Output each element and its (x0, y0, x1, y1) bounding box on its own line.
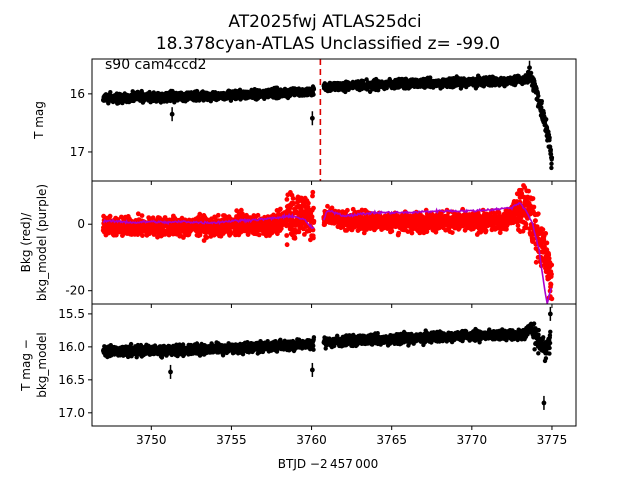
data-point (361, 230, 367, 236)
data-point (228, 231, 234, 237)
data-point (284, 242, 290, 248)
data-point (311, 92, 316, 97)
data-point (309, 214, 315, 220)
data-point (530, 196, 536, 201)
data-point (543, 231, 549, 236)
data-point (544, 117, 549, 122)
series-markers (101, 60, 555, 171)
Bkg-markers (100, 183, 555, 302)
data-point (291, 201, 296, 207)
data-point (278, 226, 284, 231)
data-point (255, 212, 261, 218)
data-point (325, 203, 330, 209)
data-point (215, 212, 221, 218)
data-point (409, 230, 415, 236)
data-point (549, 155, 555, 160)
figure-title-line2: 18.378cyan-ATLAS Unclassified z= -99.0 (156, 34, 500, 54)
data-point (343, 89, 348, 95)
outlier-point (169, 111, 175, 117)
data-point (284, 197, 290, 202)
data-point (197, 232, 203, 238)
data-point (533, 259, 539, 265)
y-tick-label: 16 (70, 87, 85, 101)
data-point (396, 230, 402, 236)
data-point (303, 224, 309, 230)
data-point (544, 240, 550, 246)
data-point (433, 229, 439, 235)
data-point (311, 87, 317, 92)
data-point (292, 235, 298, 241)
data-point (245, 232, 251, 238)
data-point (204, 235, 210, 241)
data-point (546, 256, 552, 261)
data-point (278, 206, 283, 212)
data-point (290, 196, 296, 201)
data-point (496, 210, 502, 216)
data-point (523, 225, 529, 231)
figure-title-line1: AT2025fwj ATLAS25dci (228, 12, 421, 32)
data-point (306, 200, 311, 206)
data-point (483, 228, 489, 234)
outlier-point (309, 115, 315, 121)
data-point (539, 99, 544, 104)
data-point (535, 211, 541, 217)
data-point (523, 221, 529, 227)
data-point (548, 152, 554, 157)
plot-area (100, 183, 555, 304)
data-point (540, 227, 546, 233)
data-point (108, 90, 113, 95)
data-point (296, 229, 302, 235)
data-point (107, 213, 113, 219)
data-point (311, 218, 317, 224)
data-point (113, 232, 119, 238)
data-point (449, 230, 455, 236)
data-point (549, 161, 554, 166)
data-point (139, 213, 145, 219)
data-point (256, 232, 262, 238)
data-point (240, 211, 245, 217)
data-point (547, 135, 552, 140)
data-point (140, 233, 145, 239)
data-point (526, 188, 531, 194)
data-point (344, 228, 350, 233)
data-point (284, 233, 290, 238)
data-point (197, 211, 203, 217)
data-point (549, 165, 554, 171)
data-point (302, 232, 307, 237)
data-point (345, 207, 350, 213)
panel-top-tmag: 16 17 T mag (32, 58, 577, 185)
data-point (533, 218, 538, 224)
data-point (515, 223, 521, 229)
y-axis-label: T mag (32, 101, 46, 140)
data-point (548, 147, 553, 152)
data-point (311, 235, 316, 241)
data-point (531, 204, 537, 210)
data-point (310, 193, 315, 199)
data-point (238, 207, 244, 213)
data-point (539, 105, 544, 110)
data-point (135, 211, 141, 217)
data-point (311, 205, 316, 211)
y-tick-label: 17 (70, 145, 85, 159)
data-point (504, 226, 509, 232)
plot-area (101, 60, 555, 171)
data-point (310, 189, 316, 195)
data-point (389, 228, 395, 234)
data-point (329, 205, 335, 211)
outlier-point (527, 65, 532, 71)
data-point (536, 93, 541, 99)
